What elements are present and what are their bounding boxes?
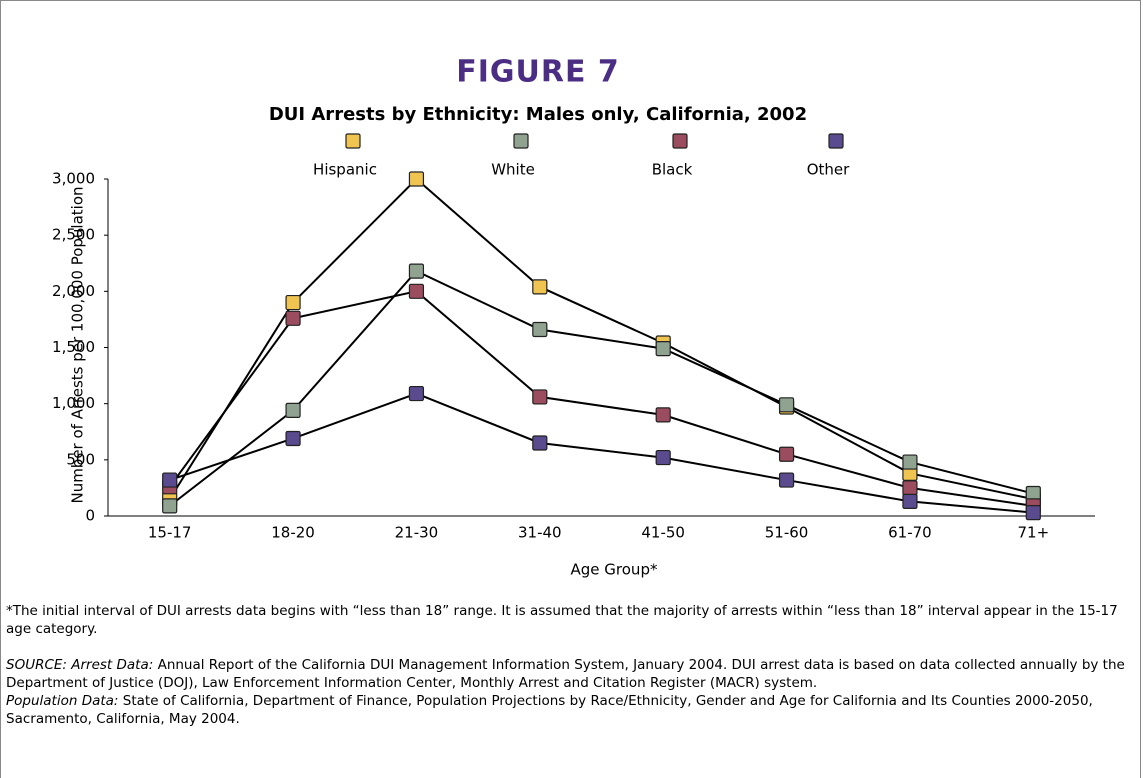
series-line: [169, 392, 1034, 514]
legend-marker: [828, 133, 844, 149]
figure-label: FIGURE 7: [456, 55, 620, 90]
y-tick-label: 1,500: [52, 338, 95, 356]
y-tick-label: 2,000: [52, 282, 95, 300]
legend-label: White: [491, 161, 535, 179]
data-point: [655, 449, 671, 466]
x-tick-label: 21-30: [395, 524, 439, 542]
data-point: [902, 480, 918, 496]
data-point: [408, 171, 425, 187]
chart-title: DUI Arrests by Ethnicity: Males only, Ca…: [269, 104, 807, 125]
data-point: [778, 472, 795, 488]
series-line: [169, 269, 1034, 507]
notes: *The initial interval of DUI arrests dat…: [6, 602, 1134, 728]
x-tick-label: 61-70: [888, 524, 932, 542]
y-tick-label: 2,500: [52, 226, 95, 244]
data-point: [655, 407, 671, 423]
data-point: [532, 435, 548, 451]
data-point: [902, 454, 918, 470]
y-axis-title: Number of Arrests per 100,000 Population: [69, 186, 87, 503]
data-point: [285, 294, 301, 311]
data-point: [162, 472, 178, 488]
series-line: [168, 177, 1034, 501]
data-point: [408, 263, 425, 279]
data-point: [532, 389, 548, 405]
x-tick-label: 51-60: [765, 524, 809, 542]
data-point: [285, 402, 301, 419]
legend-label: Black: [652, 161, 693, 179]
data-point: [655, 341, 671, 357]
y-tick-label: 0: [85, 507, 95, 525]
data-point: [532, 279, 548, 295]
legend-marker: [513, 133, 529, 149]
data-point: [902, 493, 918, 509]
population: Population Data: State of California, De…: [6, 692, 1134, 728]
x-tick-label: 18-20: [271, 524, 315, 542]
data-point: [1025, 505, 1041, 521]
legend-marker: [345, 133, 361, 149]
x-tick-label: 71+: [1017, 524, 1049, 542]
data-point: [408, 385, 425, 402]
source-label: SOURCE: Arrest Data:: [6, 657, 154, 673]
data-point: [408, 283, 425, 299]
x-tick-label: 31-40: [518, 524, 562, 542]
legend-label: Other: [807, 161, 850, 179]
data-point: [162, 498, 178, 514]
population-text: State of California, Department of Finan…: [6, 693, 1093, 727]
x-axis-title: Age Group*: [571, 561, 658, 579]
legend-marker: [672, 133, 688, 149]
data-point: [778, 446, 795, 462]
footnote: *The initial interval of DUI arrests dat…: [6, 603, 1118, 637]
x-tick-label: 41-50: [641, 524, 685, 542]
y-tick-label: 3,000: [52, 170, 95, 188]
series-line: [168, 290, 1034, 507]
y-tick-label: 500: [66, 450, 95, 468]
source-text: Annual Report of the California DUI Mana…: [6, 657, 1125, 691]
data-point: [532, 321, 548, 338]
y-tick-label: 1,000: [52, 394, 95, 412]
population-label: Population Data:: [6, 693, 119, 709]
x-tick-label: 15-17: [148, 524, 192, 542]
data-point: [285, 310, 301, 326]
source: SOURCE: Arrest Data: Annual Report of th…: [6, 656, 1134, 692]
data-point: [778, 397, 795, 413]
data-point: [285, 430, 301, 447]
legend-label: Hispanic: [313, 161, 377, 179]
